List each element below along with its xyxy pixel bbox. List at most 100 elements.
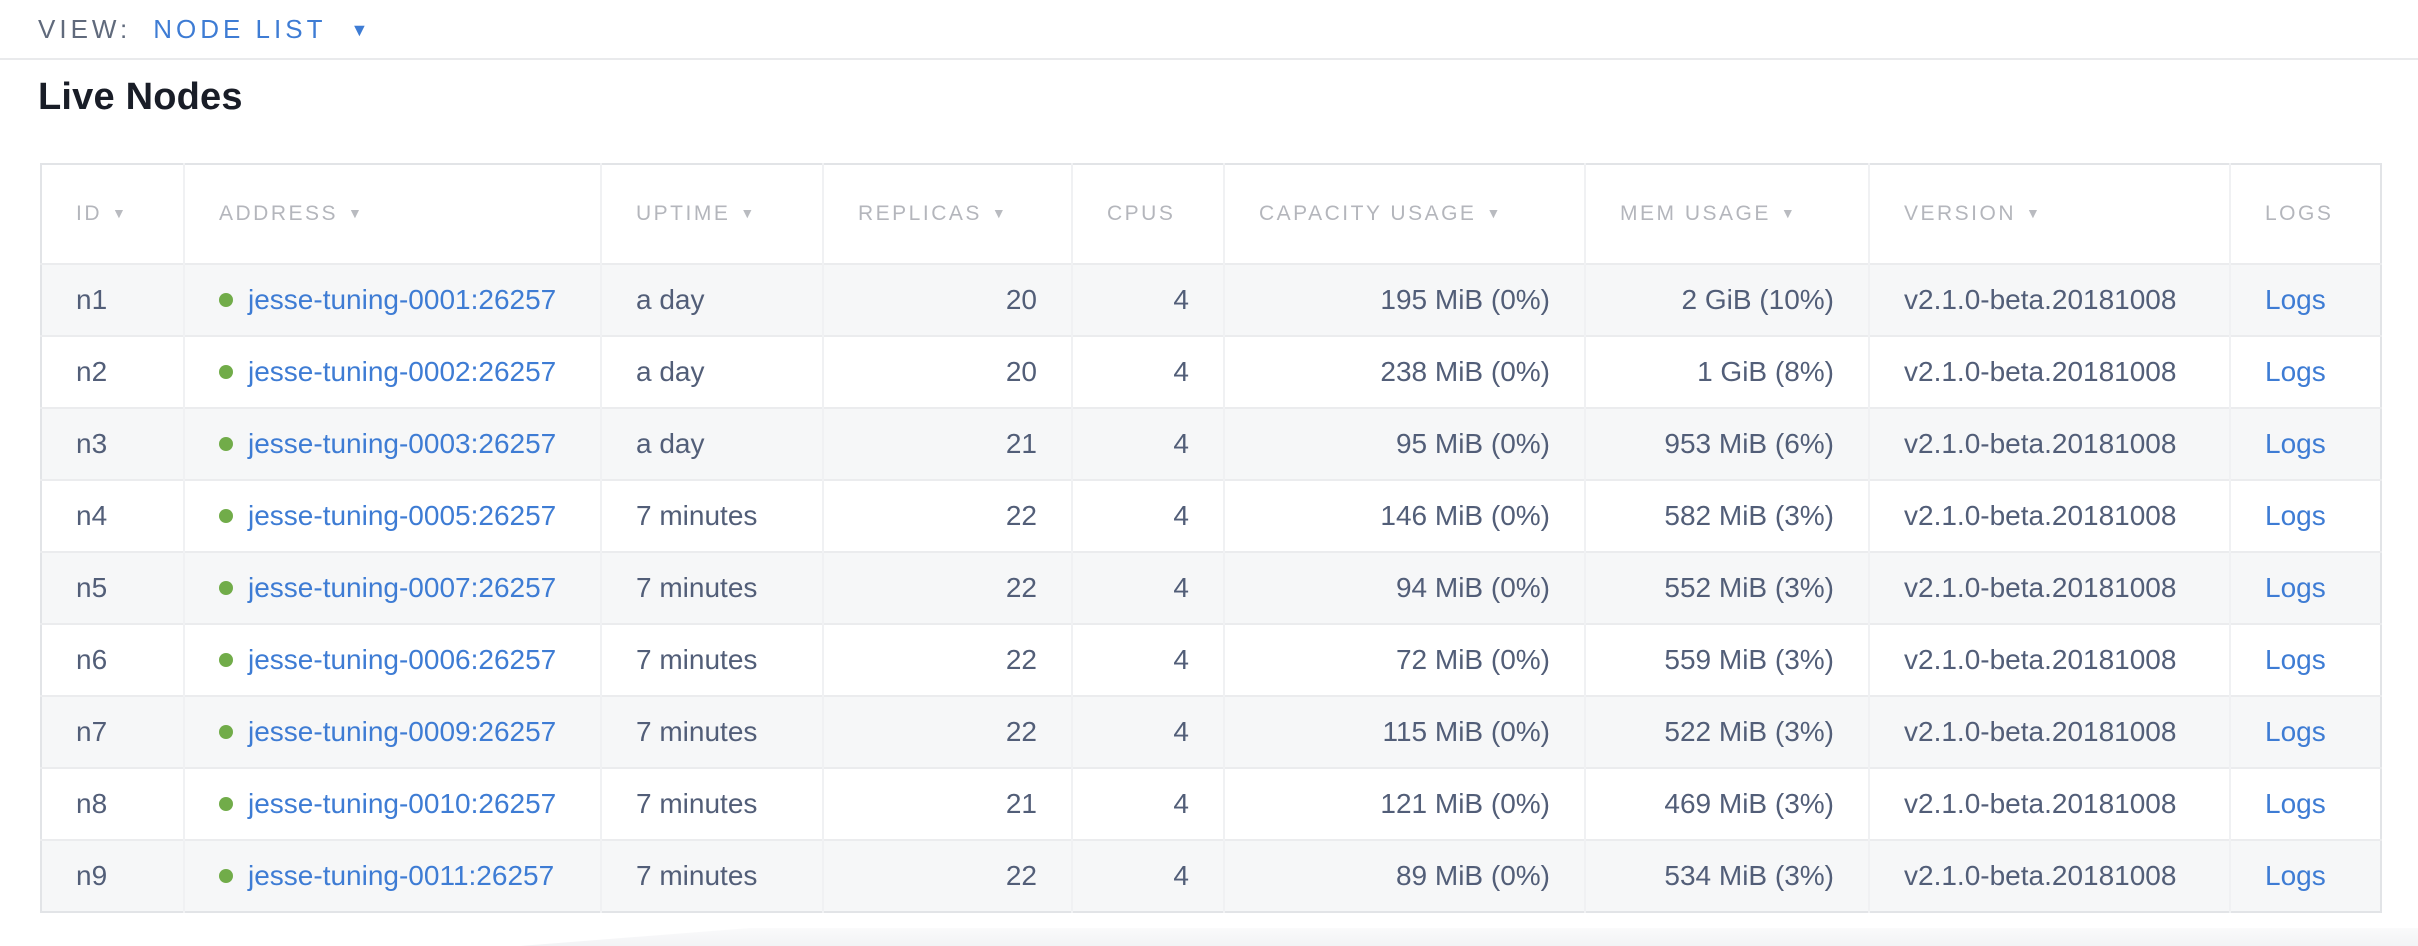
logs-link[interactable]: Logs	[2265, 644, 2326, 675]
cell-cpus: 4	[1072, 407, 1225, 480]
cell-uptime: a day	[601, 407, 824, 480]
cell-cpus: 4	[1072, 551, 1225, 624]
logs-link[interactable]: Logs	[2265, 788, 2326, 819]
live-status-dot-icon	[219, 509, 233, 523]
logs-link[interactable]: Logs	[2265, 500, 2326, 531]
live-nodes-table-container: ID ▼ ADDRESS ▼ UPTIME ▼ REPLICAS ▼ CPUS CAPACITY …	[40, 163, 2382, 913]
cell-value: 195 MiB (0%)	[1380, 284, 1550, 315]
cell-value: v2.1.0-beta.20181008	[1904, 788, 2177, 819]
cell-value: 22	[1005, 716, 1037, 747]
view-selector[interactable]: NODE LIST ▼	[153, 14, 368, 45]
cell-replicas: 22	[823, 479, 1073, 552]
logs-link[interactable]: Logs	[2265, 356, 2326, 387]
cell-mem: 534 MiB (3%)	[1585, 839, 1870, 912]
column-header-label: ID	[76, 202, 102, 225]
cell-mem: 559 MiB (3%)	[1585, 623, 1870, 696]
cell-capacity: 115 MiB (0%)	[1224, 695, 1586, 768]
bottom-shadow	[520, 928, 2418, 946]
cell-mem: 552 MiB (3%)	[1585, 551, 1870, 624]
cell-logs: Logs	[2230, 695, 2381, 768]
cell-value: 115 MiB (0%)	[1382, 716, 1550, 747]
node-address-link[interactable]: jesse-tuning-0001:26257	[248, 284, 557, 315]
logs-link[interactable]: Logs	[2265, 716, 2326, 747]
cell-replicas: 21	[823, 407, 1073, 480]
node-address-link[interactable]: jesse-tuning-0005:26257	[248, 500, 557, 531]
cell-value: v2.1.0-beta.20181008	[1904, 644, 2177, 675]
cell-value: 20	[1005, 356, 1037, 387]
cell-value: 7 minutes	[636, 572, 758, 603]
cell-cpus: 4	[1072, 263, 1225, 336]
cell-value: 21	[1005, 428, 1037, 459]
cell-value: n6	[76, 644, 108, 675]
column-header-label: VERSION	[1904, 202, 2017, 225]
cell-value: v2.1.0-beta.20181008	[1904, 356, 2177, 387]
cell-id: n9	[41, 839, 185, 912]
cell-value: 4	[1173, 428, 1189, 459]
logs-link[interactable]: Logs	[2265, 572, 2326, 603]
node-address-link[interactable]: jesse-tuning-0009:26257	[248, 716, 557, 747]
cell-replicas: 20	[823, 263, 1073, 336]
cell-cpus: 4	[1072, 695, 1225, 768]
cell-value: v2.1.0-beta.20181008	[1904, 284, 2177, 315]
cell-version: v2.1.0-beta.20181008	[1869, 623, 2231, 696]
cell-value: 22	[1005, 644, 1037, 675]
column-header-label: CAPACITY USAGE	[1259, 202, 1477, 225]
cell-id: n2	[41, 335, 185, 408]
column-header-capacity[interactable]: CAPACITY USAGE ▼	[1224, 164, 1586, 264]
cell-logs: Logs	[2230, 839, 2381, 912]
node-address-link[interactable]: jesse-tuning-0010:26257	[248, 788, 557, 819]
cell-mem: 2 GiB (10%)	[1585, 263, 1870, 336]
cell-value: 4	[1173, 716, 1189, 747]
column-header-mem[interactable]: MEM USAGE ▼	[1585, 164, 1870, 264]
dropdown-caret-icon: ▼	[350, 20, 369, 40]
cell-value: 7 minutes	[636, 644, 758, 675]
column-header-label: REPLICAS	[858, 202, 982, 225]
cell-value: v2.1.0-beta.20181008	[1904, 500, 2177, 531]
node-address-link[interactable]: jesse-tuning-0003:26257	[248, 428, 557, 459]
cell-value: 4	[1173, 284, 1189, 315]
cell-address: jesse-tuning-0002:26257	[184, 335, 602, 408]
view-label: VIEW:	[38, 13, 132, 44]
node-address-link[interactable]: jesse-tuning-0002:26257	[248, 356, 557, 387]
column-header-address[interactable]: ADDRESS ▼	[184, 164, 602, 264]
cell-value: 95 MiB (0%)	[1395, 428, 1550, 459]
sort-desc-icon: ▼	[2026, 205, 2040, 221]
cell-address: jesse-tuning-0005:26257	[184, 479, 602, 552]
cell-address: jesse-tuning-0007:26257	[184, 551, 602, 624]
cell-capacity: 72 MiB (0%)	[1224, 623, 1586, 696]
cell-id: n3	[41, 407, 185, 480]
logs-link[interactable]: Logs	[2265, 284, 2326, 315]
node-address-link[interactable]: jesse-tuning-0007:26257	[248, 572, 557, 603]
cell-logs: Logs	[2230, 623, 2381, 696]
logs-link[interactable]: Logs	[2265, 860, 2326, 891]
cell-mem: 469 MiB (3%)	[1585, 767, 1870, 840]
cell-value: 4	[1173, 644, 1189, 675]
column-header-id[interactable]: ID ▼	[41, 164, 185, 264]
column-header-version[interactable]: VERSION ▼	[1869, 164, 2231, 264]
column-header-logs: LOGS	[2230, 164, 2381, 264]
cell-value: n2	[76, 356, 108, 387]
cell-id: n1	[41, 263, 185, 336]
node-address-link[interactable]: jesse-tuning-0006:26257	[248, 644, 557, 675]
column-header-uptime[interactable]: UPTIME ▼	[601, 164, 824, 264]
column-header-replicas[interactable]: REPLICAS ▼	[823, 164, 1073, 264]
cell-replicas: 22	[823, 695, 1073, 768]
cell-id: n7	[41, 695, 185, 768]
cell-logs: Logs	[2230, 479, 2381, 552]
cell-address: jesse-tuning-0010:26257	[184, 767, 602, 840]
logs-link[interactable]: Logs	[2265, 428, 2326, 459]
cell-value: 559 MiB (3%)	[1664, 644, 1834, 675]
cell-mem: 582 MiB (3%)	[1585, 479, 1870, 552]
cell-value: 238 MiB (0%)	[1380, 356, 1550, 387]
cell-value: 89 MiB (0%)	[1395, 860, 1550, 891]
cell-cpus: 4	[1072, 335, 1225, 408]
cell-value: 582 MiB (3%)	[1664, 500, 1834, 531]
column-header-cpus: CPUS	[1072, 164, 1225, 264]
cell-capacity: 121 MiB (0%)	[1224, 767, 1586, 840]
live-status-dot-icon	[219, 581, 233, 595]
node-address-link[interactable]: jesse-tuning-0011:26257	[248, 860, 555, 891]
cell-value: 7 minutes	[636, 716, 758, 747]
cell-value: 121 MiB (0%)	[1380, 788, 1550, 819]
table-row: n1 jesse-tuning-0001:26257 a day 20 4 195 MiB…	[41, 263, 2381, 336]
cell-logs: Logs	[2230, 335, 2381, 408]
